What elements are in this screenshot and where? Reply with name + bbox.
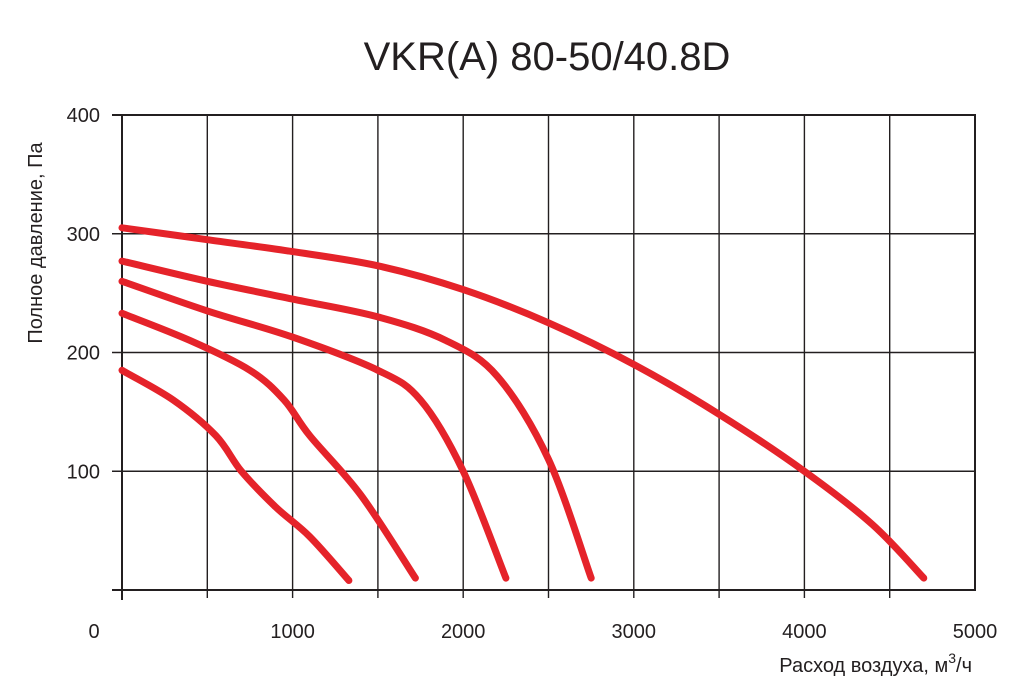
tick-labels: 0 1000 2000 3000 4000 5000 100 200 300 400 xyxy=(67,105,998,643)
grid xyxy=(112,114,976,600)
x-tick-label: 1000 xyxy=(270,621,315,643)
chart-title: VKR(A) 80-50/40.8D xyxy=(364,35,731,79)
x-axis-label-suffix: /ч xyxy=(956,655,972,677)
fan-curve-3 xyxy=(118,277,510,582)
y-tick-label: 300 xyxy=(67,224,100,246)
y-tick-label: 100 xyxy=(67,461,100,483)
x-axis-label-main: Расход воздуха, м xyxy=(779,655,948,677)
y-tick-label: 400 xyxy=(67,105,100,127)
y-axis-label: Полное давление, Па xyxy=(25,141,47,343)
x-tick-label: 5000 xyxy=(953,621,998,643)
fan-curve-1 xyxy=(118,366,353,584)
x-tick-label: 3000 xyxy=(612,621,657,643)
x-tick-label: 2000 xyxy=(441,621,486,643)
x-axis-label: Расход воздуха, м3/ч xyxy=(779,650,972,677)
fan-curve-5 xyxy=(118,224,928,582)
fan-curve-2 xyxy=(118,309,419,582)
x-axis-label-sup: 3 xyxy=(948,650,956,666)
y-tick-label: 200 xyxy=(67,343,100,365)
x-tick-label: 4000 xyxy=(782,621,827,643)
fan-curve-4 xyxy=(118,257,595,582)
plot-frame xyxy=(121,114,976,591)
x-tick-label: 0 xyxy=(88,621,99,643)
fan-curves xyxy=(118,224,928,584)
